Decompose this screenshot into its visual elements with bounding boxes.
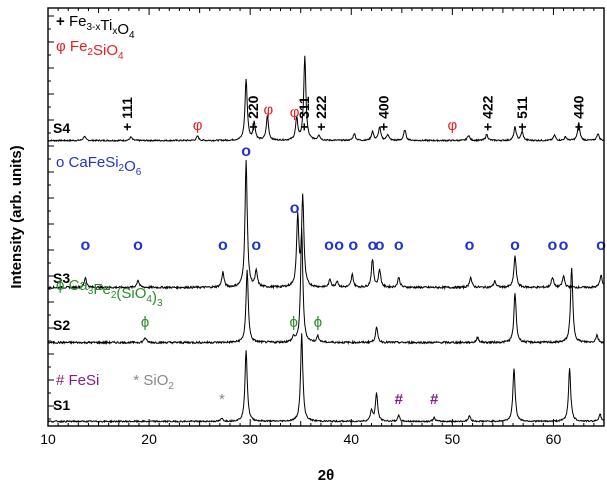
series-line-s3: [47, 159, 605, 291]
phase-marker: ϕ: [289, 314, 297, 331]
phase-marker: φ: [447, 117, 457, 134]
series-label-s3: S3: [53, 270, 70, 286]
phase-marker: o: [548, 237, 558, 254]
x-tick-label: 60: [546, 431, 562, 447]
hkl-label: + 311: [296, 96, 312, 131]
series-line-s4: [47, 55, 605, 143]
x-tick-label: 30: [242, 431, 258, 447]
phase-marker: *: [219, 391, 225, 408]
legend-entry: + Fe3-xTixO4: [56, 13, 135, 41]
phase-marker: ϕ: [141, 314, 149, 331]
legend-entry: o CaFeSi2O6: [56, 154, 142, 178]
legend-entry: # FeSi: [56, 372, 99, 389]
phase-marker: o: [348, 237, 358, 254]
series-line-s1: [47, 333, 605, 424]
phase-marker: #: [395, 391, 404, 408]
phase-marker: φ: [264, 101, 274, 118]
series-line-s2: [47, 228, 605, 346]
phase-marker: o: [394, 237, 404, 254]
plot-frame: [47, 7, 605, 427]
phase-marker: o: [510, 237, 520, 254]
hkl-label: + 422: [480, 95, 496, 131]
phase-marker: o: [241, 143, 251, 160]
legend-entry: * SiO2: [133, 372, 174, 392]
hkl-label: + 222: [313, 95, 329, 131]
legend-entry: ϕ Ca3Fe2(SiO4)3: [56, 277, 163, 309]
series-label-s1: S1: [53, 397, 70, 413]
series-label-s4: S4: [53, 120, 70, 136]
legend-entry: φ Fe2SiO4: [56, 38, 124, 62]
annotation-layer: + 111 + 220 + 311 + 222 + 400 + 422 + 511 + 440…: [81, 95, 607, 408]
x-axis-label: 2θ: [318, 467, 334, 484]
phase-marker: o: [375, 237, 385, 254]
phase-marker: o: [334, 237, 344, 254]
phase-marker: o: [596, 237, 606, 254]
series-label-s2: S2: [53, 317, 70, 333]
x-tick-label: 20: [141, 431, 157, 447]
hkl-label: + 400: [376, 95, 392, 131]
hkl-label: + 220: [245, 95, 261, 131]
phase-marker: o: [324, 237, 334, 254]
phase-marker: o: [559, 237, 569, 254]
phase-marker: o: [465, 237, 475, 254]
axis-layer: 10 20 30 40 50 60: [40, 8, 605, 447]
phase-marker: o: [81, 237, 91, 254]
x-tick-label: 10: [40, 431, 56, 447]
phase-marker: o: [368, 237, 378, 254]
y-axis-label: Intensity (arb. units): [8, 145, 25, 288]
hkl-label: + 440: [571, 95, 587, 131]
x-tick-label: 40: [343, 431, 359, 447]
phase-marker: φ: [193, 117, 203, 134]
series-layer: S4 S3 S2 S1: [47, 55, 605, 424]
hkl-label: + 111: [119, 97, 135, 131]
hkl-label: + 511: [514, 96, 530, 131]
phase-marker: φ: [290, 104, 300, 121]
phase-marker: o: [290, 200, 300, 217]
phase-marker: o: [133, 237, 143, 254]
phase-marker: #: [430, 391, 439, 408]
x-tick-label: 50: [445, 431, 461, 447]
phase-marker: ϕ: [314, 314, 322, 331]
phase-marker: o: [251, 237, 261, 254]
phase-marker: o: [218, 237, 228, 254]
